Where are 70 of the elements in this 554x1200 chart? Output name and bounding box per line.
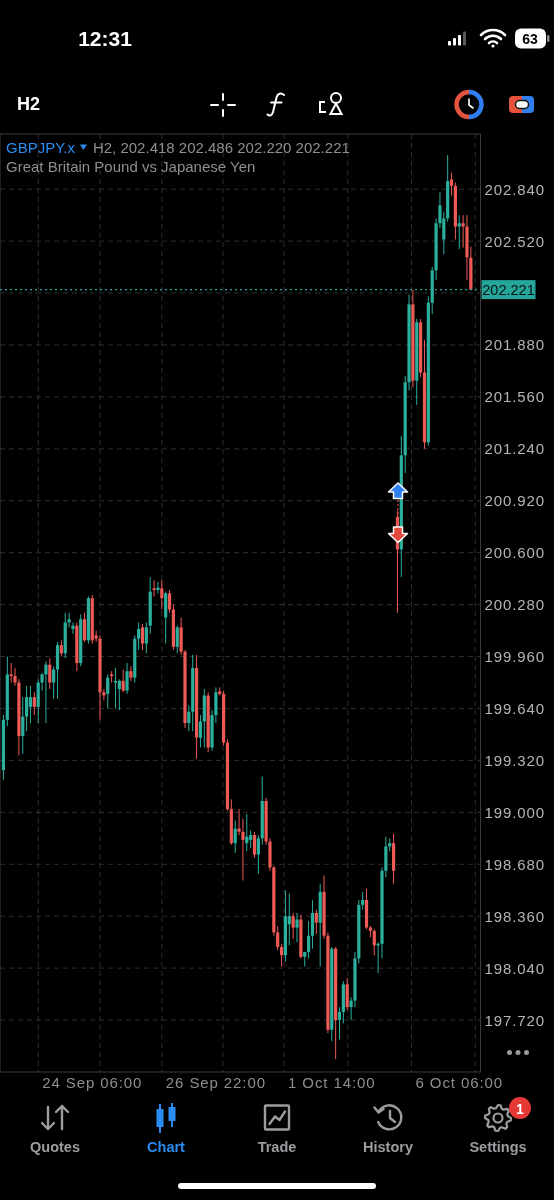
candlestick xyxy=(28,685,33,724)
candlestick xyxy=(307,920,311,959)
candlestick xyxy=(256,834,260,875)
candlestick xyxy=(175,625,179,654)
candlestick xyxy=(125,662,129,695)
candlestick xyxy=(121,669,125,693)
candlestick xyxy=(152,579,156,598)
candlestick xyxy=(129,665,133,682)
candlestick xyxy=(279,943,284,968)
candlestick xyxy=(9,662,13,684)
candlestick xyxy=(198,714,203,748)
y-tick-label: 199.320 xyxy=(484,751,546,769)
candlestick xyxy=(25,685,29,732)
candlestick xyxy=(48,657,52,690)
y-tick-label: 198.680 xyxy=(484,855,546,873)
candlestick xyxy=(291,912,295,940)
y-tick-label: 199.960 xyxy=(484,648,546,666)
candlestick xyxy=(21,696,25,755)
y-tick-label: 200.280 xyxy=(484,596,546,614)
y-tick-label: 202.520 xyxy=(484,232,546,250)
candlestick xyxy=(113,667,118,709)
candlestick xyxy=(110,670,114,684)
y-tick-label: 202.840 xyxy=(484,180,546,198)
y-tick-label: 199.000 xyxy=(484,803,546,821)
candlestick xyxy=(276,925,280,951)
candlestick xyxy=(32,691,36,716)
x-tick-label: 6 Oct 06:00 xyxy=(415,1073,503,1091)
candlestick xyxy=(310,899,315,950)
candlestick xyxy=(345,977,349,1011)
candlestick xyxy=(457,214,461,250)
chart-title: GBPJPY.x xyxy=(6,138,76,156)
candlestick xyxy=(295,912,299,943)
y-tick-label: 199.640 xyxy=(484,699,546,717)
y-tick-label: 200.600 xyxy=(484,544,546,562)
text: Chart xyxy=(147,1138,186,1155)
candlestick xyxy=(167,589,172,614)
y-tick-label: 201.560 xyxy=(484,388,546,406)
y-tick-label: 201.240 xyxy=(484,440,546,458)
candlestick xyxy=(106,673,110,709)
y-tick-label: 198.360 xyxy=(484,907,546,925)
candlestick xyxy=(337,1006,342,1041)
candlestick xyxy=(117,678,121,711)
candlestick xyxy=(140,623,145,651)
x-tick-label: 1 Oct 14:00 xyxy=(288,1073,376,1091)
text: 63 xyxy=(522,30,538,47)
y-tick-label: 200.920 xyxy=(484,492,546,510)
candlestick xyxy=(449,172,454,197)
candlestick xyxy=(52,665,56,700)
y-tick-label: 201.880 xyxy=(484,336,546,354)
candlestick xyxy=(160,579,164,610)
candlestick xyxy=(44,660,48,724)
candlestick xyxy=(156,581,160,594)
candlestick xyxy=(137,621,141,651)
x-tick-label: 24 Sep 06:00 xyxy=(42,1073,143,1091)
text: Great Britain Pound vs Japanese Yen xyxy=(6,157,256,175)
candlestick xyxy=(82,612,87,643)
candlestick xyxy=(314,909,318,935)
annotation: H2, 202.418 202.486 202.220 202.221 xyxy=(92,138,350,156)
text: Trade xyxy=(257,1138,297,1155)
text: H2 xyxy=(17,94,41,114)
text: History xyxy=(363,1138,413,1155)
text: 1 xyxy=(516,1100,525,1117)
x-tick-label: 26 Sep 22:00 xyxy=(165,1073,266,1091)
text: 12:31 xyxy=(78,26,133,50)
text: Settings xyxy=(469,1138,527,1155)
y-tick-label: 198.040 xyxy=(484,959,546,977)
y-tick-label: 197.720 xyxy=(484,1011,546,1029)
ref-line-label: 202.221 xyxy=(482,281,535,298)
text: Quotes xyxy=(30,1138,80,1155)
candlestick xyxy=(144,621,148,654)
